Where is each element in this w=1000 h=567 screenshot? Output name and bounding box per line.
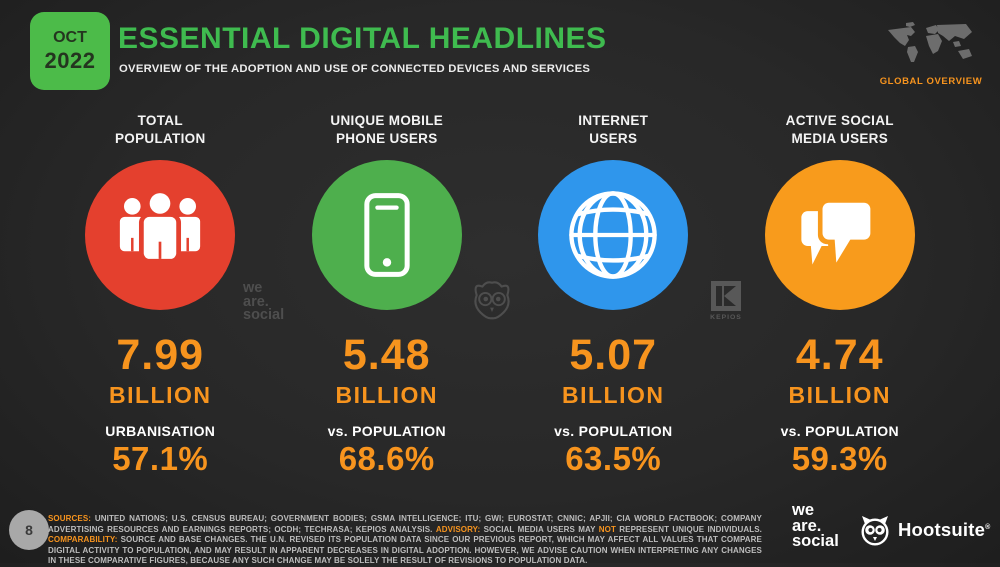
stat-sub-label: vs. POPULATION [780,423,899,439]
stat-unit: BILLION [109,382,212,408]
we-are-social-watermark: we are. social [243,280,285,323]
page-number: 8 [25,522,33,538]
page-subtitle: OVERVIEW OF THE ADOPTION AND USE OF CONN… [119,63,591,75]
stat-sub-label: vs. POPULATION [554,423,673,439]
date-month: OCT [53,28,87,46]
date-year: 2022 [44,47,96,73]
stat-unit: BILLION [335,382,438,408]
stat-column-mobile-users: UNIQUE MOBILE PHONE USERS 5.48 BILLION v… [274,112,501,478]
mobile-phone-icon [311,160,462,310]
owl-watermark-icon [468,277,516,328]
sources-text: SOURCES: UNITED NATIONS; U.S. CENSUS BUR… [48,514,762,566]
stat-column-internet-users: INTERNET USERS 5.07 BILLION vs. POPULATI… [500,112,727,478]
globe-icon [538,160,689,310]
stat-sub-label: URBANISATION [105,423,216,439]
stat-sub-value: 68.6% [338,440,435,477]
stat-sub-value: 57.1% [112,440,209,477]
stat-label: UNIQUE MOBILE PHONE USERS [330,113,444,146]
world-map-icon [884,20,978,72]
people-icon [85,160,236,310]
chat-bubbles-icon [764,160,915,310]
stat-value: 4.74 [795,331,884,379]
kepios-watermark-icon: KEPIOS [709,281,743,321]
header-title-block: ESSENTIAL DIGITAL HEADLINES OVERVIEW OF … [118,22,607,75]
stat-sub-value: 63.5% [565,440,662,477]
stat-sub-value: 59.3% [791,440,888,477]
hootsuite-logo-text: Hootsuite® [898,519,991,540]
stat-unit: BILLION [788,382,891,408]
stat-value: 7.99 [116,331,205,379]
global-overview-label: GLOBAL OVERVIEW [879,76,983,87]
stat-label: INTERNET USERS [578,113,649,146]
hootsuite-logo: Hootsuite® [858,514,990,546]
stat-unit: BILLION [562,382,665,408]
kepios-watermark-label: KEPIOS [710,314,742,321]
page-title: ESSENTIAL DIGITAL HEADLINES [118,22,607,55]
stat-label: TOTAL POPULATION [115,113,206,146]
stat-label: ACTIVE SOCIAL MEDIA USERS [785,113,894,146]
stat-sub-label: vs. POPULATION [327,423,446,439]
stat-column-total-population: TOTAL POPULATION 7.99 BILLION [47,112,274,478]
stat-column-social-users: ACTIVE SOCIAL MEDIA USERS 4.74 BILLION v… [727,112,954,478]
stat-value: 5.48 [342,331,431,379]
page-number-badge: 8 [9,510,49,550]
date-badge: OCT 2022 [30,12,110,90]
hootsuite-owl-icon [861,516,889,546]
we-are-social-logo: we are. social [792,501,839,550]
stats-row: TOTAL POPULATION 7.99 BILLION [47,112,953,478]
stat-value: 5.07 [569,331,658,379]
